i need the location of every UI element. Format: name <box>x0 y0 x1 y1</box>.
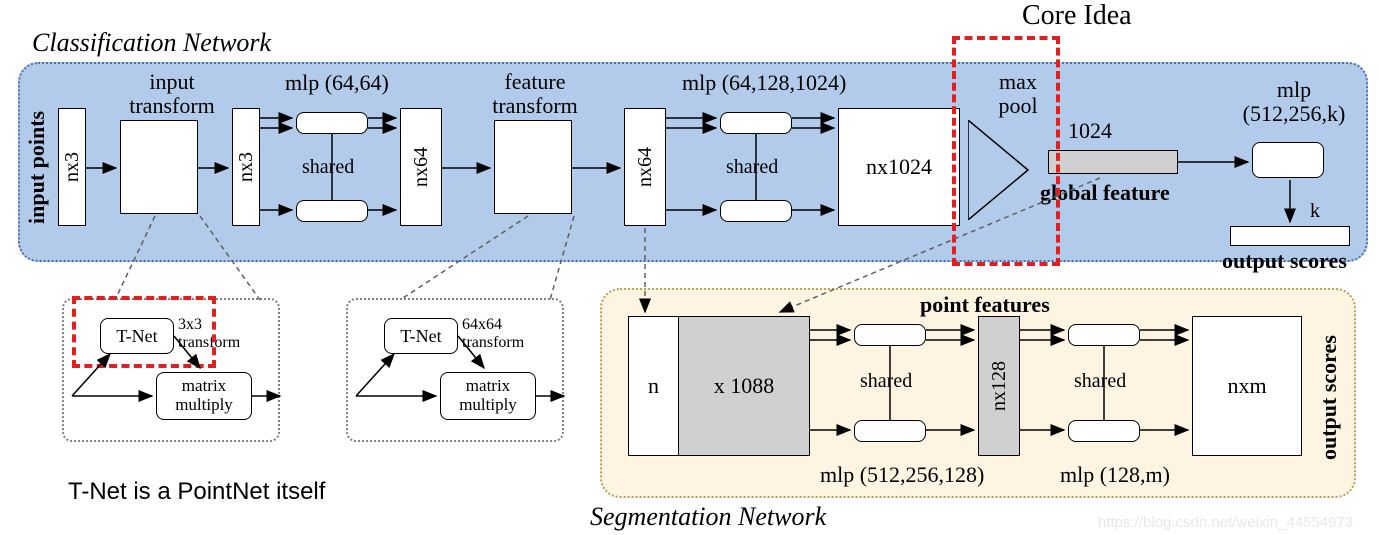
global-feature-bar <box>1048 150 1178 174</box>
point-features-label: point features <box>920 292 1050 318</box>
tnet1-matmul: matrix multiply <box>156 372 252 420</box>
mlp-final-pill <box>1252 142 1324 178</box>
tnet1-box: T-Net <box>100 318 174 354</box>
core-idea-title: Core Idea <box>1022 0 1132 32</box>
watermark: https://blog.csdn.net/weixin_44554973 <box>1098 514 1353 531</box>
input-transform-box <box>120 120 198 214</box>
global-feature-label: global feature <box>1040 180 1170 206</box>
seg-mlp1-top-pill <box>854 324 926 346</box>
block-n: n <box>628 316 678 456</box>
mlp1-bot-pill <box>296 200 368 222</box>
segmentation-title: Segmentation Network <box>590 502 826 532</box>
k-label: k <box>1310 200 1320 223</box>
block-nxm: nxm <box>1192 316 1302 456</box>
classification-title: Classification Network <box>32 28 271 58</box>
seg-mlp2-top-pill <box>1068 324 1140 346</box>
shared-label-seg1: shared <box>860 370 912 393</box>
mlp2-bot-pill <box>720 200 792 222</box>
output-scores-label: output scores <box>1222 248 1347 274</box>
block-nx128: nx128 <box>978 316 1020 456</box>
shared-label-seg2: shared <box>1074 370 1126 393</box>
output-scores-seg-label: output scores <box>1316 310 1342 460</box>
tnet1-transform-label: 3x3 transform <box>178 316 248 351</box>
mlp-512-256-k-label: mlp (512,256,k) <box>1224 78 1364 126</box>
block-nx128-label: nx128 <box>988 361 1011 411</box>
tnet-caption: T-Net is a PointNet itself <box>68 478 325 506</box>
block-nx3-2: nx3 <box>232 108 260 226</box>
seg-mlp2-bot-pill <box>1068 420 1140 442</box>
block-nx3-1: nx3 <box>58 108 86 226</box>
mlp-512-256-128-label: mlp (512,256,128) <box>820 462 984 488</box>
tnet2-matmul: matrix multiply <box>440 372 536 420</box>
mlp-128-m-label: mlp (128,m) <box>1060 462 1170 488</box>
block-nx3-2-label: nx3 <box>235 152 258 182</box>
shared-label-2: shared <box>726 156 778 179</box>
feature-transform-label: feature transform <box>475 70 595 118</box>
maxpool-triangle <box>968 120 1038 220</box>
block-nx3-1-label: nx3 <box>61 152 84 182</box>
shared-label-1: shared <box>302 156 354 179</box>
block-nx64-1-label: nx64 <box>410 147 433 187</box>
block-1088: x 1088 <box>678 316 810 456</box>
mlp2-top-pill <box>720 112 792 134</box>
input-points-label: input points <box>24 94 50 224</box>
max-pool-label: max pool <box>988 70 1048 118</box>
block-nx64-1: nx64 <box>400 108 442 226</box>
output-scores-bar <box>1230 226 1350 246</box>
mlp-64-64-label: mlp (64,64) <box>285 70 389 96</box>
block-nx64-2: nx64 <box>624 108 666 226</box>
tnet2-box: T-Net <box>384 318 458 354</box>
tnet2-transform-label: 64x64 transform <box>462 316 532 351</box>
block-nx1024: nx1024 <box>838 108 960 226</box>
input-transform-label: input transform <box>118 70 226 118</box>
block-nx64-2-label: nx64 <box>634 147 657 187</box>
mlp-64-128-1024-label: mlp (64,128,1024) <box>682 70 846 96</box>
mlp1-top-pill <box>296 112 368 134</box>
seg-mlp1-bot-pill <box>854 420 926 442</box>
feature-transform-box <box>494 120 572 214</box>
v1024-label: 1024 <box>1068 118 1112 144</box>
